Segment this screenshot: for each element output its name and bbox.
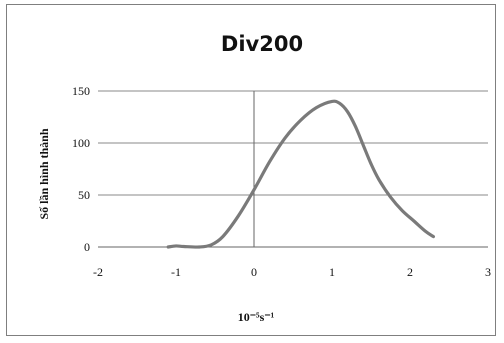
chart-frame bbox=[6, 4, 496, 336]
y-tick-label: 100 bbox=[72, 136, 90, 150]
x-tick-label: 2 bbox=[407, 265, 413, 279]
series-line bbox=[166, 99, 435, 249]
axes bbox=[98, 91, 488, 248]
x-tick-label: 0 bbox=[251, 265, 257, 279]
y-axis-title: Số lần hình thành bbox=[37, 128, 51, 219]
chart-title: Div200 bbox=[221, 32, 303, 56]
y-tick-label: 0 bbox=[84, 240, 90, 254]
x-axis-title: 10⁻⁵s⁻¹ bbox=[238, 310, 275, 324]
x-tick-label: -1 bbox=[171, 265, 181, 279]
x-tick-label: 3 bbox=[485, 265, 491, 279]
series-group bbox=[166, 99, 435, 249]
y-tick-label: 50 bbox=[78, 188, 90, 202]
y-tick-label: 150 bbox=[72, 84, 90, 98]
x-tick-label: 1 bbox=[329, 265, 335, 279]
x-tick-label: -2 bbox=[93, 265, 103, 279]
gridlines bbox=[98, 90, 488, 196]
tick-labels: 0 50 100 150 -2 -1 0 1 2 3 bbox=[72, 84, 491, 279]
